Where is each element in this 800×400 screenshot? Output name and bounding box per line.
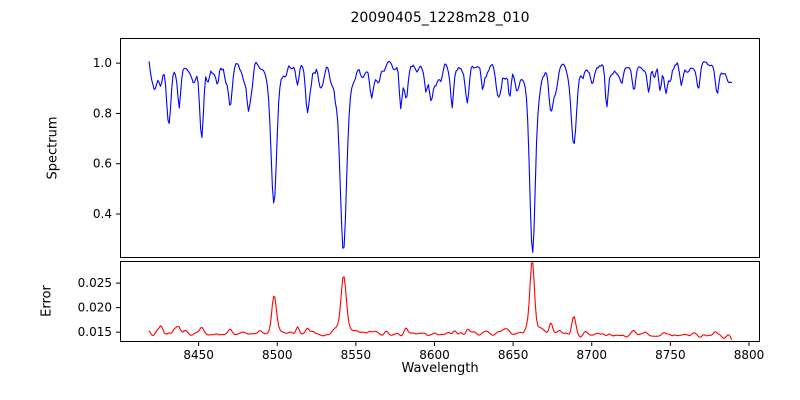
error-y-axis-label: Error [39,285,55,317]
x-tick-label: 8800 [734,348,765,362]
x-tick-label: 8450 [183,348,214,362]
x-tick-label: 8550 [341,348,372,362]
error-y-tick-label: 0.020 [78,301,112,315]
x-tick-label: 8500 [262,348,293,362]
x-axis-label: Wavelength [401,361,479,376]
spectrum-panel-frame [120,38,760,258]
spectrum-y-tick-label: 0.6 [93,157,112,171]
spectrum-line [148,60,733,254]
spectrum-y-tick-label: 0.8 [93,106,112,120]
error-panel-frame [120,261,760,342]
spectrum-y-tick-label: 1.0 [93,56,112,70]
x-tick-label: 8750 [655,348,686,362]
spectrum-y-tick-label: 0.4 [93,207,112,221]
x-tick-label: 8650 [498,348,529,362]
error-y-tick-label: 0.015 [78,325,112,339]
x-tick-label: 8700 [576,348,607,362]
chart-title: 20090405_1228m28_010 [350,10,530,26]
error-line [148,262,733,341]
spectrum-y-axis-label: Spectrum [45,116,61,180]
error-y-tick-label: 0.025 [78,276,112,290]
x-tick-label: 8600 [419,348,450,362]
